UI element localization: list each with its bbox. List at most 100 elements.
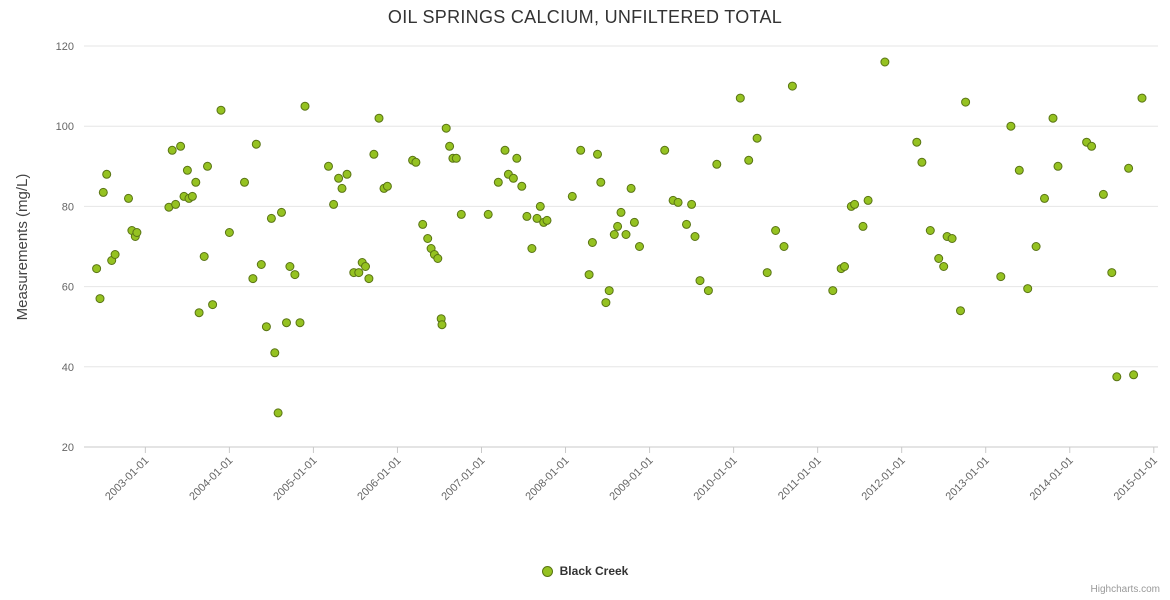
data-point[interactable] bbox=[364, 274, 374, 284]
data-point[interactable] bbox=[290, 270, 300, 280]
data-point[interactable] bbox=[996, 272, 1006, 282]
data-point[interactable] bbox=[1040, 193, 1049, 203]
data-point[interactable] bbox=[947, 234, 957, 243]
data-point[interactable] bbox=[635, 242, 644, 251]
data-point[interactable] bbox=[1107, 268, 1117, 278]
data-point[interactable] bbox=[329, 199, 339, 209]
data-point[interactable] bbox=[542, 215, 552, 225]
data-point[interactable] bbox=[445, 141, 455, 151]
data-point[interactable] bbox=[695, 276, 705, 286]
data-point[interactable] bbox=[925, 226, 935, 235]
data-point[interactable] bbox=[629, 217, 639, 227]
data-point[interactable] bbox=[369, 149, 379, 159]
data-point[interactable] bbox=[1006, 121, 1016, 131]
data-point[interactable] bbox=[917, 157, 927, 167]
data-point[interactable] bbox=[961, 97, 971, 107]
legend-item-black-creek[interactable]: Black Creek bbox=[0, 564, 1170, 578]
data-point[interactable] bbox=[324, 161, 333, 171]
data-point[interactable] bbox=[621, 230, 631, 239]
data-point[interactable] bbox=[224, 228, 234, 237]
data-point[interactable] bbox=[535, 201, 545, 211]
data-point[interactable] bbox=[300, 101, 310, 111]
data-point[interactable] bbox=[187, 191, 197, 201]
data-point[interactable] bbox=[858, 221, 868, 231]
data-point[interactable] bbox=[682, 219, 691, 229]
data-point[interactable] bbox=[712, 159, 722, 169]
data-point[interactable] bbox=[382, 181, 392, 191]
data-point[interactable] bbox=[735, 93, 745, 103]
data-point[interactable] bbox=[411, 157, 421, 167]
data-point[interactable] bbox=[295, 318, 305, 328]
data-point[interactable] bbox=[277, 207, 286, 217]
data-point[interactable] bbox=[771, 226, 781, 235]
data-point[interactable] bbox=[441, 123, 451, 133]
data-point[interactable] bbox=[176, 141, 186, 151]
data-point[interactable] bbox=[95, 294, 105, 304]
data-point[interactable] bbox=[1014, 165, 1024, 175]
data-point[interactable] bbox=[182, 165, 192, 175]
data-point[interactable] bbox=[1112, 372, 1122, 382]
data-point[interactable] bbox=[500, 145, 510, 155]
data-point[interactable] bbox=[673, 197, 683, 207]
data-point[interactable] bbox=[850, 199, 860, 209]
data-point[interactable] bbox=[456, 209, 466, 219]
data-point[interactable] bbox=[532, 213, 542, 223]
data-point[interactable] bbox=[626, 183, 636, 193]
data-point[interactable] bbox=[1129, 370, 1139, 380]
data-point[interactable] bbox=[240, 177, 249, 187]
data-point[interactable] bbox=[517, 181, 527, 191]
data-point[interactable] bbox=[703, 286, 713, 296]
data-point[interactable] bbox=[334, 173, 344, 183]
data-point[interactable] bbox=[596, 177, 606, 187]
data-point[interactable] bbox=[752, 133, 762, 143]
data-point[interactable] bbox=[354, 268, 364, 278]
data-point[interactable] bbox=[762, 268, 772, 278]
credits-link[interactable]: Highcharts.com bbox=[1090, 584, 1160, 595]
data-point[interactable] bbox=[216, 105, 226, 115]
data-point[interactable] bbox=[132, 228, 142, 237]
data-point[interactable] bbox=[203, 161, 212, 171]
data-point[interactable] bbox=[508, 173, 518, 183]
data-point[interactable] bbox=[609, 230, 619, 239]
data-point[interactable] bbox=[110, 250, 120, 259]
data-point[interactable] bbox=[167, 145, 177, 155]
data-point[interactable] bbox=[576, 145, 586, 155]
data-point[interactable] bbox=[601, 298, 611, 308]
data-point[interactable] bbox=[912, 137, 922, 147]
data-point[interactable] bbox=[779, 242, 789, 251]
data-point[interactable] bbox=[208, 300, 218, 310]
data-point[interactable] bbox=[604, 286, 614, 296]
data-point[interactable] bbox=[584, 270, 594, 280]
data-point[interactable] bbox=[282, 318, 291, 328]
data-point[interactable] bbox=[1098, 189, 1108, 199]
data-point[interactable] bbox=[248, 274, 258, 284]
data-point[interactable] bbox=[451, 153, 461, 163]
data-point[interactable] bbox=[251, 139, 261, 149]
data-point[interactable] bbox=[483, 209, 493, 219]
data-point[interactable] bbox=[613, 221, 623, 231]
data-point[interactable] bbox=[1137, 93, 1147, 103]
data-point[interactable] bbox=[1048, 113, 1058, 123]
data-point[interactable] bbox=[171, 199, 181, 209]
data-point[interactable] bbox=[690, 232, 700, 241]
data-point[interactable] bbox=[437, 320, 447, 330]
data-point[interactable] bbox=[616, 207, 626, 217]
data-point[interactable] bbox=[840, 262, 849, 271]
data-point[interactable] bbox=[423, 234, 433, 243]
data-point[interactable] bbox=[956, 306, 965, 316]
data-point[interactable] bbox=[124, 193, 133, 203]
data-point[interactable] bbox=[266, 213, 276, 223]
data-point[interactable] bbox=[92, 264, 102, 274]
data-point[interactable] bbox=[337, 183, 347, 193]
data-point[interactable] bbox=[522, 211, 532, 221]
data-point[interactable] bbox=[273, 408, 283, 418]
data-point[interactable] bbox=[880, 57, 890, 67]
data-point[interactable] bbox=[342, 169, 352, 179]
data-point[interactable] bbox=[828, 286, 838, 296]
data-point[interactable] bbox=[261, 322, 271, 332]
data-point[interactable] bbox=[98, 187, 108, 197]
data-point[interactable] bbox=[1087, 141, 1097, 151]
data-point[interactable] bbox=[787, 81, 797, 91]
data-point[interactable] bbox=[1124, 163, 1134, 173]
data-point[interactable] bbox=[512, 153, 522, 163]
